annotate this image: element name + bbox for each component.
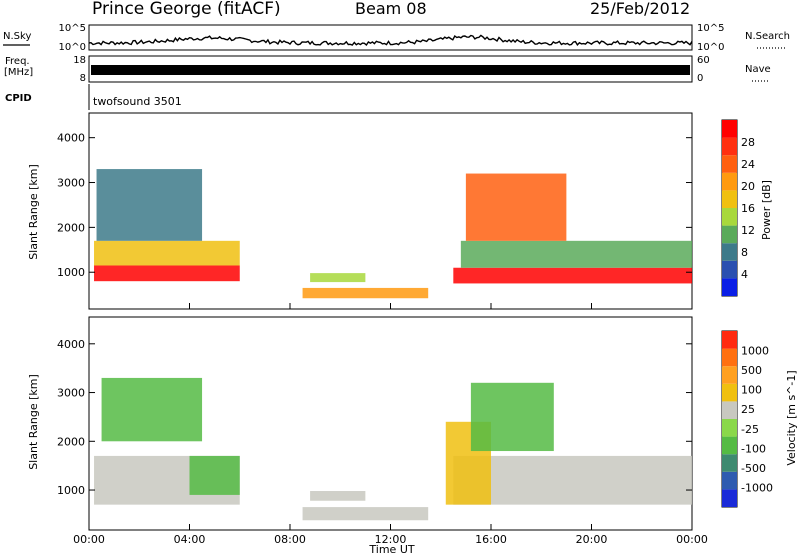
velocity-colorbar-tick: 1000 [741, 345, 769, 358]
nsearch-tick-top: 10^5 [697, 23, 724, 34]
velocity-colorbar-segment [722, 454, 737, 472]
power-ytick-label: 2000 [57, 221, 85, 234]
power-colorbar-tick: 12 [741, 224, 755, 237]
velocity-ytick-label: 4000 [57, 338, 85, 351]
nsearch-tick-bottom: 10^0 [697, 42, 724, 53]
cpid-value: twofsound 3501 [93, 95, 182, 108]
cpid-label: CPID [5, 93, 32, 104]
velocity-colorbar-tick: 25 [741, 403, 755, 416]
power-colorbar-tick: 24 [741, 158, 755, 171]
nsky-label: N.Sky [3, 31, 31, 42]
velocity-colorbar-segment [722, 366, 737, 384]
power-colorbar-segment [722, 137, 737, 156]
velocity-colorbar-segment [722, 419, 737, 437]
power-colorbar-segment [722, 225, 737, 244]
power-heatmap [94, 169, 692, 299]
velocity-region-1 [189, 455, 240, 495]
freq-series-band [91, 65, 690, 75]
nave-tick-bottom: 0 [697, 73, 703, 84]
power-colorbar-tick: 4 [741, 268, 748, 281]
velocity-region-2 [101, 377, 203, 442]
xtick-label: 04:00 [174, 533, 206, 546]
velocity-region-5 [453, 455, 692, 505]
power-region-6 [460, 240, 692, 268]
x-axis-label: Time UT [368, 543, 414, 554]
nsky-series-line [88, 34, 693, 47]
power-region-1 [94, 240, 240, 266]
power-ytick-label: 1000 [57, 266, 85, 279]
velocity-colorbar-tick: 100 [741, 384, 762, 397]
station-title: Prince George (fitACF) [92, 0, 281, 19]
nsky-tick-top: 10^5 [59, 23, 86, 34]
velocity-colorbar-tick: -100 [741, 442, 766, 455]
xtick-label: 12:00 [375, 533, 407, 546]
xtick-label: 20:00 [576, 533, 608, 546]
power-colorbar-segment [722, 278, 737, 296]
freq-panel-frame [88, 55, 693, 83]
velocity-colorbar-segment [722, 436, 737, 455]
velocity-colorbar-segment [722, 331, 737, 349]
beam-label: Beam 08 [355, 0, 427, 18]
velocity-y-axis-label: Slant Range [km] [27, 374, 40, 470]
power-region-3 [302, 287, 429, 299]
date-label: 25/Feb/2012 [590, 0, 690, 18]
velocity-colorbar-tick: -1000 [741, 481, 773, 494]
velocity-colorbar-segment [722, 489, 737, 507]
power-region-5 [453, 267, 692, 284]
velocity-ytick-label: 3000 [57, 387, 85, 400]
power-colorbar-segment [722, 190, 737, 208]
velocity-colorbar-tick: 500 [741, 364, 762, 377]
power-region-2 [96, 169, 203, 241]
nsearch-label: N.Search [745, 31, 790, 42]
freq-tick-bottom: 8 [80, 73, 86, 84]
xtick-label: 00:00 [73, 533, 105, 546]
power-colorbar-tick: 16 [741, 202, 755, 215]
freq-label: Freq. [5, 56, 30, 67]
velocity-colorbar-tick: -25 [741, 423, 759, 436]
power-region-0 [94, 265, 240, 282]
velocity-heatmap [94, 377, 692, 521]
velocity-colorbar-tick: -500 [741, 462, 766, 475]
power-y-axis-label: Slant Range [km] [27, 164, 40, 260]
velocity-colorbar-segment [722, 401, 737, 419]
power-ytick-label: 4000 [57, 132, 85, 145]
power-colorbar-segment [722, 208, 737, 226]
power-colorbar-segment [722, 120, 737, 138]
velocity-ytick-label: 1000 [57, 484, 85, 497]
power-region-4 [310, 273, 366, 283]
power-colorbar-segment [722, 260, 737, 279]
power-colorbar-label: Power [dB] [760, 180, 773, 240]
xtick-label: 00:00 [676, 533, 708, 546]
velocity-colorbar-label: Velocity [m s^-1] [785, 370, 798, 465]
velocity-ytick-label: 2000 [57, 435, 85, 448]
velocity-colorbar-segment [722, 348, 737, 367]
nave-label: Nave [745, 64, 771, 75]
nave-tick-top: 60 [697, 55, 710, 66]
xtick-label: 16:00 [475, 533, 507, 546]
power-colorbar-segment [722, 243, 737, 261]
power-colorbar-segment [722, 172, 737, 191]
freq-tick-top: 18 [73, 55, 86, 66]
nsky-panel-frame [88, 24, 693, 51]
velocity-colorbar-segment [722, 471, 737, 490]
power-region-7 [465, 173, 567, 241]
power-colorbar-tick: 20 [741, 180, 755, 193]
power-colorbar-tick: 28 [741, 136, 755, 149]
power-colorbar-segment [722, 155, 737, 173]
nsky-tick-bottom: 10^0 [59, 42, 86, 53]
freq-unit: [MHz] [4, 67, 33, 78]
velocity-region-7 [470, 382, 554, 452]
power-ytick-label: 3000 [57, 177, 85, 190]
velocity-colorbar-segment [722, 383, 737, 402]
velocity-region-4 [310, 491, 366, 501]
power-colorbar-tick: 8 [741, 246, 748, 259]
velocity-region-3 [302, 507, 429, 521]
xtick-label: 08:00 [274, 533, 306, 546]
